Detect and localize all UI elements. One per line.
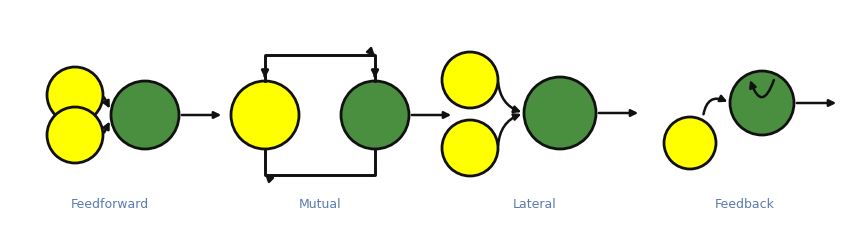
Circle shape (47, 107, 103, 163)
Text: Lateral: Lateral (513, 198, 556, 211)
Circle shape (729, 71, 793, 135)
Circle shape (442, 52, 497, 108)
Circle shape (664, 117, 715, 169)
Text: Feedforward: Feedforward (71, 198, 149, 211)
Circle shape (47, 67, 103, 123)
Circle shape (230, 81, 299, 149)
Circle shape (340, 81, 409, 149)
Circle shape (111, 81, 179, 149)
Text: Mutual: Mutual (299, 198, 341, 211)
Circle shape (524, 77, 595, 149)
Circle shape (442, 120, 497, 176)
Text: Feedback: Feedback (714, 198, 774, 211)
